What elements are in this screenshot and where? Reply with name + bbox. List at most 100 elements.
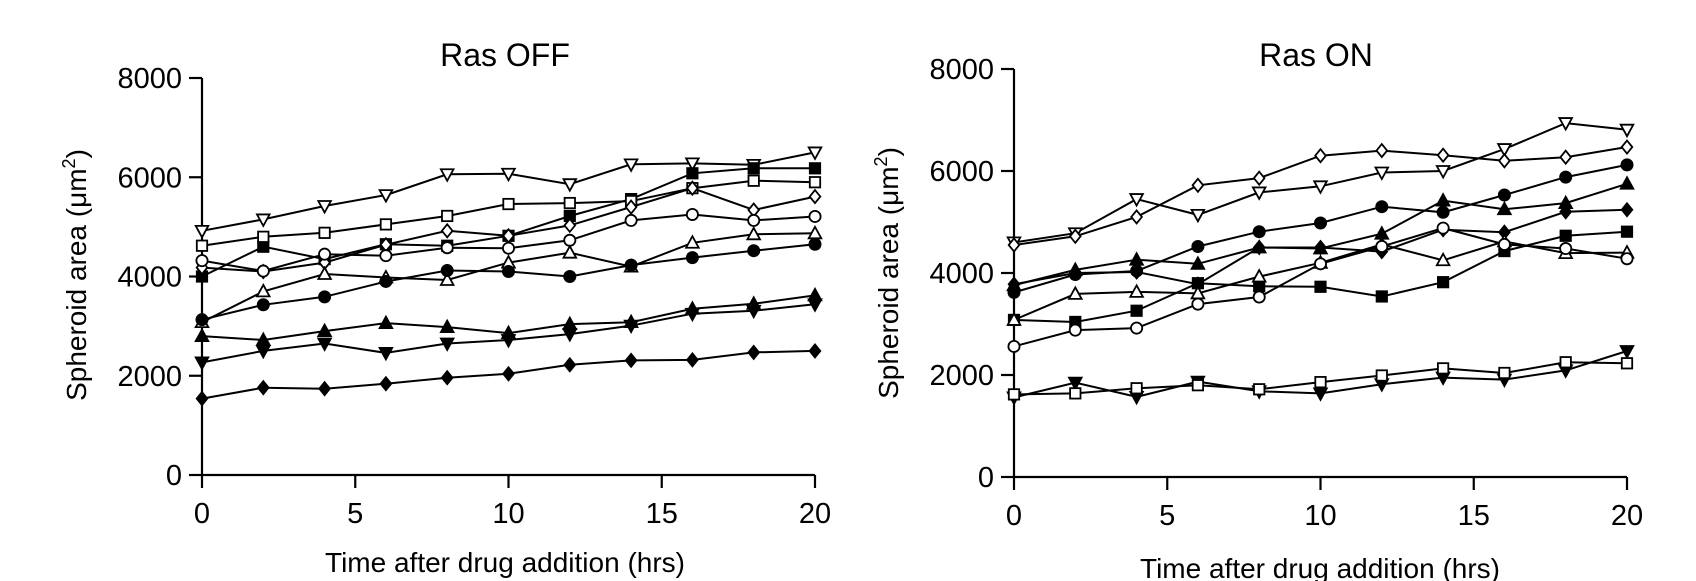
data-point-open-diamond (563, 217, 577, 234)
plot-area (194, 146, 823, 407)
data-point-filled-diamond (747, 344, 761, 361)
data-point-filled-circle (1559, 170, 1573, 184)
data-point-open-triangle-down (1373, 166, 1390, 181)
data-point-filled-circle (440, 264, 454, 278)
data-point-open-circle (1191, 297, 1205, 311)
data-point-open-diamond (1252, 170, 1266, 187)
data-point-filled-diamond (1068, 265, 1082, 281)
data-point-filled-circle (379, 274, 393, 288)
data-point-open-diamond (808, 188, 822, 205)
chart-ras-off: Ras OFF Time after drug addition (hrs) S… (59, 37, 831, 578)
data-point-open-circle (685, 207, 699, 221)
data-point-open-triangle-down (1496, 143, 1513, 158)
data-point-filled-circle (685, 251, 699, 265)
data-point-open-circle (440, 241, 454, 255)
data-point-filled-triangle-up (255, 331, 272, 346)
x-axis-title: Time after drug addition (hrs) (1140, 553, 1500, 581)
data-point-open-circle (318, 247, 332, 261)
data-point-filled-triangle-up (439, 318, 456, 334)
data-point-filled-circle (1191, 239, 1205, 253)
data-point-filled-triangle-up (1619, 175, 1635, 190)
data-point-open-triangle-up (745, 225, 762, 241)
data-point-open-triangle-down (255, 213, 272, 228)
data-point-filled-square (686, 167, 699, 180)
data-point-filled-square (1437, 276, 1450, 289)
x-tick-label: 15 (1458, 500, 1490, 532)
data-point-filled-triangle-up (1128, 251, 1145, 266)
data-point-open-triangle-down (439, 168, 456, 183)
data-point-filled-circle (1314, 216, 1328, 230)
data-point-open-triangle-down (1312, 180, 1329, 195)
x-tick-label: 10 (492, 498, 524, 530)
data-point-open-triangle-down (378, 189, 394, 204)
data-point-open-diamond (1191, 177, 1205, 194)
data-point-filled-diamond (1252, 239, 1266, 256)
data-point-filled-circle (256, 298, 270, 312)
data-point-filled-triangle-down (1067, 376, 1084, 392)
data-point-open-square (195, 239, 209, 252)
data-point-open-square (747, 174, 760, 187)
x-axis-title: Time after drug addition (hrs) (325, 547, 685, 578)
data-point-open-triangle-up (684, 234, 701, 249)
data-point-filled-circle (1436, 205, 1450, 219)
data-point-open-diamond (1007, 237, 1021, 253)
data-point-filled-triangle-down (316, 337, 333, 352)
x-tick-label: 10 (1304, 500, 1336, 532)
data-point-open-diamond (1314, 147, 1327, 164)
data-point-filled-diamond (1130, 264, 1144, 280)
data-point-filled-triangle-down (194, 356, 210, 371)
data-point-open-circle (1497, 237, 1511, 251)
data-point-open-triangle-down (1435, 165, 1451, 180)
data-point-filled-triangle-up (1496, 200, 1513, 216)
data-point-open-triangle-up (255, 283, 272, 298)
data-point-filled-diamond (195, 390, 209, 407)
data-point-filled-triangle-down (745, 304, 762, 320)
data-point-open-triangle-down (807, 146, 823, 161)
data-point-open-triangle-down (1128, 193, 1145, 208)
data-point-filled-square (257, 240, 270, 253)
data-point-filled-diamond (256, 379, 270, 396)
data-point-open-circle (256, 264, 270, 278)
data-point-open-triangle-up (561, 244, 578, 259)
data-point-open-circle (1559, 242, 1573, 256)
data-point-filled-triangle-down (439, 337, 456, 352)
data-point-open-square (1253, 383, 1266, 396)
data-point-open-triangle-down (1190, 208, 1206, 224)
data-point-open-diamond (624, 199, 638, 215)
y-axis-title: Spheroid area (μm2) (871, 147, 904, 399)
data-point-open-square (1007, 388, 1021, 401)
data-point-filled-diamond (685, 351, 699, 368)
data-point-open-triangle-up (1435, 251, 1451, 267)
data-point-filled-triangle-up (1190, 255, 1206, 270)
data-point-open-circle (195, 254, 209, 268)
y-tick-label: 4000 (929, 258, 994, 290)
data-point-open-circle (1314, 257, 1328, 271)
x-tick-label: 0 (1006, 500, 1022, 532)
y-tick-label: 0 (166, 460, 182, 492)
x-tick-label: 5 (347, 498, 363, 530)
data-point-open-square (1314, 376, 1327, 389)
y-tick-label: 8000 (929, 54, 994, 86)
y-tick-label: 2000 (117, 361, 182, 393)
data-point-open-circle (1068, 323, 1082, 337)
data-point-open-circle (379, 249, 393, 263)
data-point-filled-diamond (502, 365, 515, 382)
data-point-filled-diamond (563, 356, 577, 373)
y-axis-title: Spheroid area (μm2) (59, 149, 92, 401)
data-point-filled-square (1253, 280, 1266, 293)
x-tick-label: 0 (194, 498, 210, 530)
data-point-filled-diamond (1007, 276, 1021, 293)
data-point-filled-triangle-down (1619, 345, 1635, 360)
plot-area (1006, 117, 1635, 406)
data-point-open-square (1498, 366, 1511, 380)
data-point-filled-triangle-up (194, 327, 210, 342)
data-point-open-triangle-down (561, 178, 578, 193)
data-point-open-circle (501, 241, 515, 255)
data-point-filled-square (1620, 225, 1634, 238)
data-point-open-square (502, 197, 515, 211)
data-point-open-triangle-down (316, 200, 333, 215)
series-line-open-triangle-down (201, 151, 816, 232)
data-point-open-circle (1620, 252, 1634, 266)
y-tick-label: 0 (978, 462, 994, 494)
data-point-open-square (379, 218, 393, 231)
